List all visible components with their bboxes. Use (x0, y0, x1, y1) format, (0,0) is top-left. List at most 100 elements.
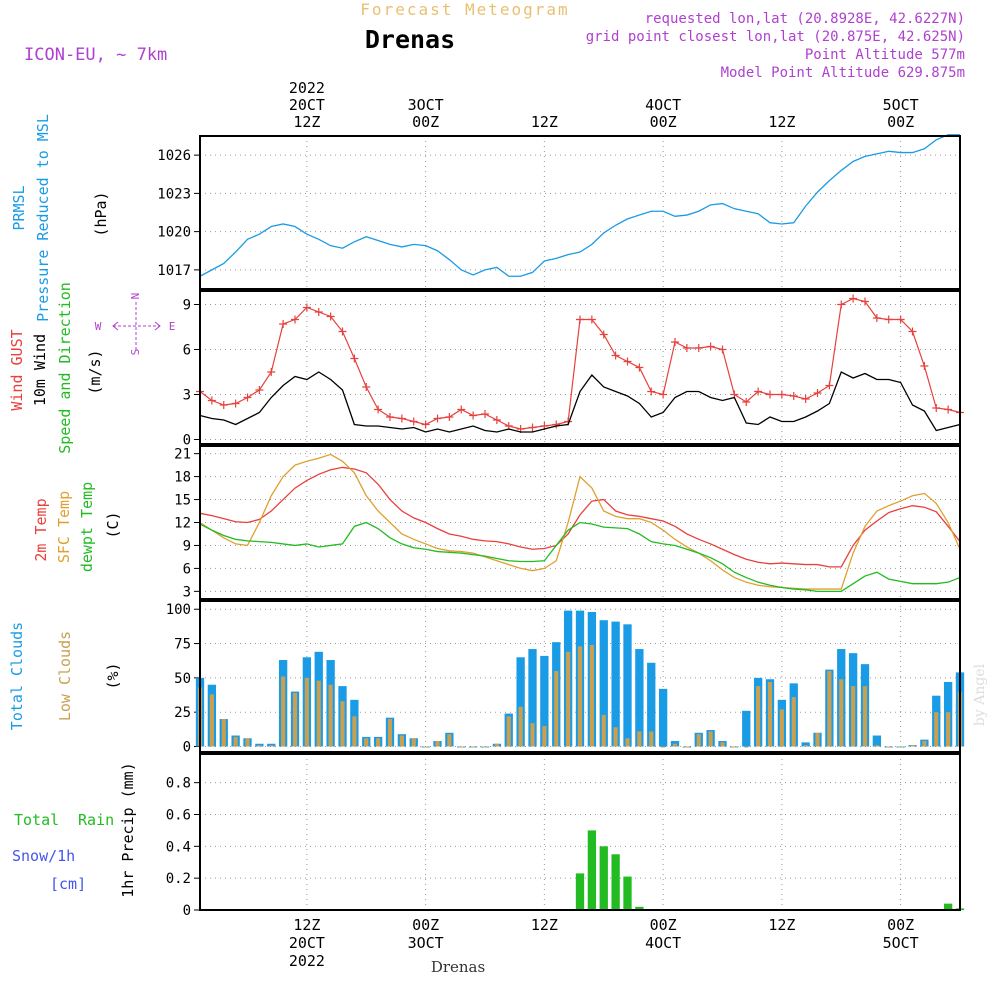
y-tick-label: 0.2 (166, 871, 191, 887)
temperature-series-line (199, 453, 961, 590)
y-tick-label: 6 (183, 561, 191, 577)
gust-marker (813, 389, 822, 397)
pressure-frame (199, 135, 961, 290)
low-clouds-bar (471, 746, 476, 748)
low-clouds-bar (542, 725, 547, 747)
low-clouds-bar (316, 680, 321, 747)
gust-marker (492, 416, 501, 424)
rain-bar (635, 906, 644, 910)
y-tick-label: 0.4 (166, 839, 191, 855)
temp-label-dewpt: dewpt Temp (78, 482, 96, 572)
bottom-time-label: 00Z (412, 916, 439, 934)
low-clouds-bar (423, 746, 428, 748)
y-tick-label: 1017 (157, 263, 191, 279)
gust-marker (801, 395, 810, 403)
precip-panel: 0 0.2 0.4 0.6 0.8 (166, 753, 965, 919)
gust-marker (207, 396, 216, 405)
product-title: Forecast Meteogram (360, 0, 569, 19)
low-clouds-bar (767, 681, 773, 747)
bottom-time-label: 12Z (768, 916, 795, 934)
bottom-time-label: 4OCT (645, 934, 681, 952)
low-clouds-bar (411, 738, 416, 747)
gust-marker (409, 417, 418, 426)
gust-marker (896, 315, 905, 324)
requested-coords: requested lon,lat (20.8928E, 42.6227N) (645, 11, 965, 27)
low-clouds-bar (387, 719, 393, 747)
gust-marker (754, 387, 763, 396)
gust-marker (576, 315, 584, 324)
y-tick-label: 25 (174, 705, 191, 721)
gust-marker (255, 386, 264, 394)
wind-label-10m: 10m Wind (31, 334, 49, 406)
gust-marker (849, 294, 858, 303)
wind-speed-line (199, 371, 961, 433)
low-clouds-bar (376, 738, 381, 747)
low-clouds-bar (946, 712, 951, 747)
y-tick-label: 9 (183, 298, 191, 314)
gust-marker (397, 414, 406, 423)
low-clouds-bar (934, 712, 939, 747)
total-clouds-bar (658, 688, 668, 747)
gust-marker (920, 362, 929, 370)
low-clouds-bar (922, 741, 927, 747)
total-clouds-bar (635, 649, 644, 747)
gust-marker (872, 314, 881, 322)
y-tick-label: 75 (174, 637, 191, 653)
model-label: ICON-EU, ~ 7km (24, 45, 167, 65)
low-clouds-bar (281, 676, 286, 747)
pressure-panel: 1017 1020 1023 1026 (157, 134, 961, 290)
total-clouds-bar (599, 620, 608, 747)
low-clouds-bar (874, 745, 879, 747)
gust-marker (362, 383, 371, 391)
y-tick-label: 6 (183, 343, 191, 359)
cloud-labels: Total Clouds Low Clouds (%) (8, 622, 122, 730)
gust-marker (445, 413, 454, 421)
low-clouds-bar (399, 735, 404, 747)
gust-marker (469, 411, 478, 420)
gust-marker (611, 351, 620, 360)
low-clouds-bar (518, 706, 523, 747)
low-clouds-bar (209, 694, 214, 747)
precip-label-total: Total (14, 811, 59, 829)
low-clouds-bar (696, 734, 701, 747)
top-time-label: 3OCT (408, 96, 444, 114)
temperature-panel: 3 6 9 12 15 18 21 (174, 445, 961, 600)
y-tick-label: 0.6 (166, 807, 191, 823)
y-tick-label: 0 (183, 740, 191, 756)
total-clouds-bar (516, 657, 525, 747)
gust-marker (599, 330, 608, 339)
low-clouds-bar (577, 646, 583, 747)
y-tick-label: 18 (174, 470, 191, 486)
gust-marker (623, 357, 632, 366)
gust-marker (433, 414, 442, 423)
precip-labels: Total Rain Snow/1h [cm] 1hr Precip (mm) (12, 762, 137, 897)
low-clouds-bar (447, 734, 452, 747)
precip-label-rain: Rain (78, 811, 114, 829)
y-tick-label: 21 (174, 447, 191, 463)
gust-marker (421, 420, 430, 429)
top-time-label: 12Z (531, 113, 558, 131)
gust-marker (766, 390, 774, 399)
low-clouds-bar (245, 738, 250, 747)
low-clouds-bar (494, 743, 499, 747)
gust-marker (837, 300, 846, 309)
gust-marker (671, 338, 679, 346)
top-time-label: 20CT (289, 96, 325, 114)
grid-point-coords: grid point closest lon,lat (20.875E, 42.… (586, 29, 965, 45)
gust-marker (932, 404, 941, 412)
low-clouds-bar (613, 727, 618, 747)
low-clouds-bar (708, 731, 713, 747)
low-clouds-bar (233, 736, 238, 747)
wind-frame (199, 290, 961, 445)
compass-south: S (129, 349, 142, 356)
rain-bar (575, 873, 585, 910)
gust-marker (374, 405, 383, 414)
rain-bar (587, 830, 597, 910)
low-clouds-bar (815, 732, 820, 747)
bottom-time-label: 00Z (650, 916, 677, 934)
wind-unit: (m/s) (86, 349, 104, 394)
low-clouds-bar (827, 671, 832, 747)
gust-marker (789, 392, 798, 400)
temperature-frame (199, 445, 961, 600)
